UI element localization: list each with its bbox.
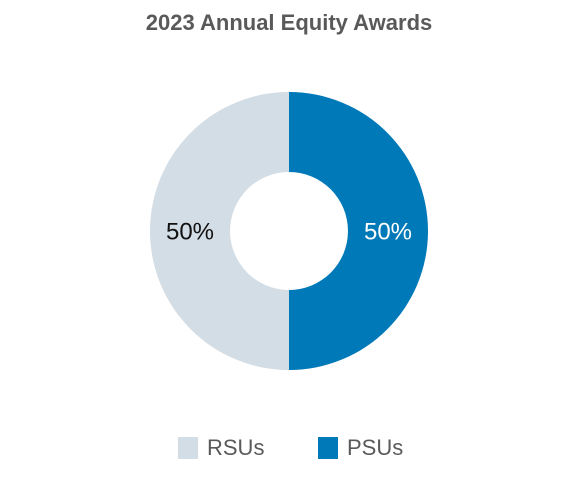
chart-title: 2023 Annual Equity Awards: [146, 10, 433, 35]
legend-swatch: [318, 437, 338, 459]
donut-slice: [289, 92, 428, 370]
donut-slice: [150, 92, 289, 370]
legend-swatch: [178, 437, 198, 459]
legend-text: PSUs: [347, 435, 403, 460]
value-label: 50%: [166, 218, 214, 245]
legend-text: RSUs: [207, 435, 264, 460]
value-label: 50%: [364, 218, 412, 245]
